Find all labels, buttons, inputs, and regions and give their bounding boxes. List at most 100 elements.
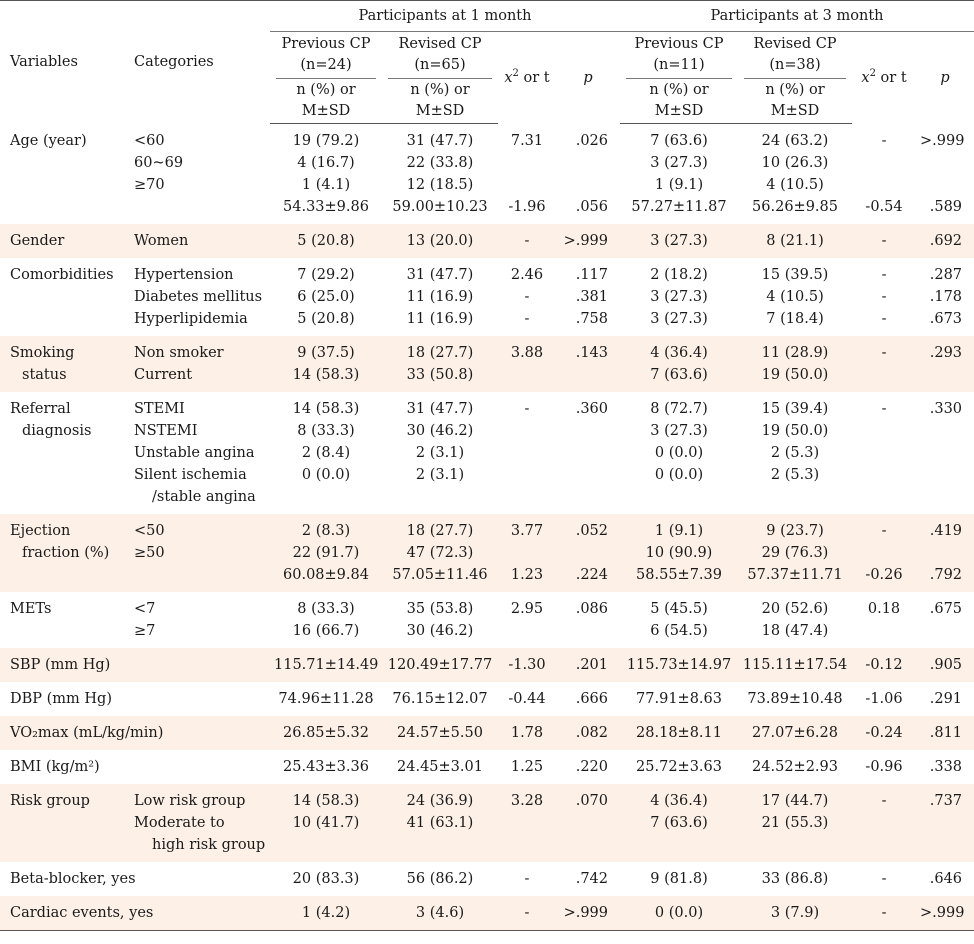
p-value-3m-cell: .419 .792 [929, 523, 963, 583]
table-row: SBP (mm Hg) 115.71±14.49 120.49±17.77 -1.3… [0, 648, 974, 682]
header-stat-rev-1m: n (%) or M±SD [382, 79, 498, 124]
previous-cp-3m-cell: 8 (72.7) 3 (27.3) 0 (0.0) 0 (0.0) [650, 401, 708, 483]
header-previous-cp-1m: Previous CP (n=24) [270, 32, 382, 79]
p-value-1m-cell: .070 [575, 793, 609, 809]
chi-or-t-1m-cell: 1.78 [510, 725, 544, 741]
previous-cp-3m-cell: 2 (18.2) 3 (27.3) 3 (27.3) [650, 267, 708, 327]
p-value-1m-cell: .117.381.758 [575, 267, 609, 327]
table-row: Ejection fraction (%) <50 ≥50 2 (8.3) 22 (91… [0, 514, 974, 592]
revised-cp-3m-cell: 24 (63.2) 10 (26.3) 4 (10.5) 56.26±9.85 [752, 133, 838, 215]
header-variables: Variables [0, 0, 124, 124]
revised-cp-3m-cell: 73.89±10.48 [747, 691, 843, 707]
table-row: Comorbidities Hypertension Diabetes mellit… [0, 258, 974, 336]
table-row: METs <7 ≥7 8 (33.3) 16 (66.7) 35 (53.8) 30 (46… [0, 592, 974, 648]
header-categories: Categories [124, 0, 270, 124]
variable-cell: Smoking status [10, 345, 75, 383]
table-row: Age (year) <60 60~69 ≥70 19 (79.2) 4 (16.7) 1… [0, 124, 974, 225]
variable-cell: SBP (mm Hg) [10, 657, 111, 673]
chi-or-t-3m-cell: 0.18 [867, 601, 901, 617]
p-value-1m-cell: .082 [575, 725, 609, 741]
category-cell: Low risk group Moderate to high risk group [134, 793, 266, 853]
previous-cp-1m-cell: 9 (37.5) 14 (58.3) [292, 345, 360, 383]
previous-cp-3m-cell: 4 (36.4) 7 (63.6) [650, 793, 708, 831]
table-row: Gender Women 5 (20.8) 13 (20.0) - >.999 3 (27.… [0, 224, 974, 258]
header-stat-rev-3m: n (%) or M±SD [738, 79, 853, 124]
previous-cp-3m-cell: 0 (0.0) [620, 896, 739, 931]
revised-cp-1m-cell: 18 (27.7) 33 (50.8) [406, 345, 474, 383]
chi-or-t-1m-cell: 7.31 -1.96 [508, 132, 546, 215]
header-stat-prev-1m: n (%) or M±SD [270, 79, 382, 124]
revised-cp-3m-cell: 9 (23.7) 29 (76.3) 57.37±11.71 [747, 523, 843, 583]
header-revised-cp-3m: Revised CP (n=38) [738, 32, 852, 79]
p-value-1m-cell: .086 [575, 601, 609, 617]
p-value-3m-cell: .675 [929, 601, 963, 617]
previous-cp-1m-cell: 19 (79.2) 4 (16.7) 1 (4.1) 54.33±9.86 [283, 133, 369, 215]
p-value-1m-cell: .201 [575, 657, 609, 673]
variable-cell: DBP (mm Hg) [10, 691, 112, 707]
previous-cp-3m-cell: 28.18±8.11 [636, 725, 722, 741]
previous-cp-3m-cell: 115.73±14.97 [626, 657, 732, 673]
p-value-1m-cell: .742 [575, 871, 609, 887]
revised-cp-3m-cell: 17 (44.7) 21 (55.3) [761, 793, 829, 831]
revised-cp-3m-cell: 11 (28.9) 19 (50.0) [761, 345, 829, 383]
header-chi-or-t-1m: x2 or t [504, 68, 550, 87]
revised-cp-1m-cell: 24 (36.9) 41 (63.1) [406, 793, 474, 831]
previous-cp-3m-cell: 7 (63.6) 3 (27.3) 1 (9.1) 57.27±11.87 [631, 133, 727, 215]
table-header: Variables Categories Participants at 1 m… [0, 0, 974, 124]
chi-or-t-3m-cell: - [881, 233, 887, 249]
revised-cp-3m-cell: 27.07±6.28 [752, 725, 838, 741]
revised-cp-1m-cell: 76.15±12.07 [392, 691, 488, 707]
chi-or-t-1m-cell: - [524, 871, 530, 887]
chi-or-t-3m-cell: - -0.54 [865, 132, 903, 215]
category-cell [124, 750, 270, 784]
category-cell [124, 682, 270, 716]
p-value-1m-cell: .052 .224 [575, 523, 609, 583]
p-value-1m-cell: .026 .056 [575, 132, 609, 215]
revised-cp-3m-cell: 24.52±2.93 [752, 759, 838, 775]
revised-cp-3m-cell: 8 (21.1) [766, 233, 824, 249]
table-body: Age (year) <60 60~69 ≥70 19 (79.2) 4 (16.7) 1… [0, 124, 974, 931]
revised-cp-3m-cell: 3 (7.9) [738, 896, 853, 931]
chi-or-t-3m-cell: - [852, 896, 917, 931]
chi-or-t-3m-cell: - [881, 871, 887, 887]
revised-cp-1m-cell: 24.57±5.50 [397, 725, 483, 741]
revised-cp-1m-cell: 18 (27.7) 47 (72.3) 57.05±11.46 [392, 523, 488, 583]
previous-cp-1m-cell: 2 (8.3) 22 (91.7) 60.08±9.84 [283, 523, 369, 583]
p-value-3m-cell: .293 [929, 345, 963, 361]
previous-cp-3m-cell: 1 (9.1) 10 (90.9) 58.55±7.39 [636, 523, 722, 583]
header-p-1m: p [583, 70, 593, 87]
chi-or-t-3m-cell: -0.12 [865, 657, 903, 673]
previous-cp-1m-cell: 14 (58.3) 8 (33.3) 2 (8.4) 0 (0.0) [292, 401, 360, 483]
revised-cp-1m-cell: 120.49±17.77 [387, 657, 493, 673]
table-row: Referral diagnosis STEMI NSTEMI Unstable ang… [0, 392, 974, 514]
table-row: Beta-blocker, yes 20 (83.3) 56 (86.2) - .74… [0, 862, 974, 896]
category-cell: Hypertension Diabetes mellitus Hyperlipide… [134, 267, 263, 327]
previous-cp-3m-cell: 5 (45.5) 6 (54.5) [650, 601, 708, 639]
category-cell: Non smoker Current [134, 345, 224, 383]
previous-cp-1m-cell: 14 (58.3) 10 (41.7) [292, 793, 360, 831]
previous-cp-1m-cell: 25.43±3.36 [283, 759, 369, 775]
table-row: VO₂max (mL/kg/min) 26.85±5.32 24.57±5.50 1… [0, 716, 974, 750]
category-cell [124, 896, 270, 931]
previous-cp-3m-cell: 9 (81.8) [650, 871, 708, 887]
category-cell [124, 648, 270, 682]
table-row: Smoking status Non smoker Current 9 (37.5) 14… [0, 336, 974, 392]
variable-cell: Age (year) [10, 132, 87, 149]
p-value-3m-cell: .646 [929, 871, 963, 887]
category-cell: Women [134, 233, 189, 249]
chi-or-t-3m-cell: - [881, 401, 887, 417]
category-cell: <50 ≥50 [134, 523, 165, 561]
p-value-3m-cell: .330 [929, 401, 963, 417]
chi-or-t-3m-cell: - [881, 345, 887, 361]
p-value-3m-cell: >.999 [916, 896, 974, 931]
p-value-1m-cell: .360 [575, 401, 609, 417]
previous-cp-1m-cell: 8 (33.3) 16 (66.7) [292, 601, 360, 639]
chi-or-t-1m-cell: 2.46- - [510, 267, 544, 327]
chi-or-t-1m-cell: 3.77 1.23 [510, 523, 544, 583]
variable-cell: Referral diagnosis [10, 401, 92, 439]
previous-cp-1m-cell: 26.85±5.32 [283, 725, 369, 741]
chi-or-t-3m-cell: -1.06 [865, 691, 903, 707]
revised-cp-1m-cell: 31 (47.7) 11 (16.9) 11 (16.9) [406, 267, 474, 327]
previous-cp-3m-cell: 77.91±8.63 [636, 691, 722, 707]
